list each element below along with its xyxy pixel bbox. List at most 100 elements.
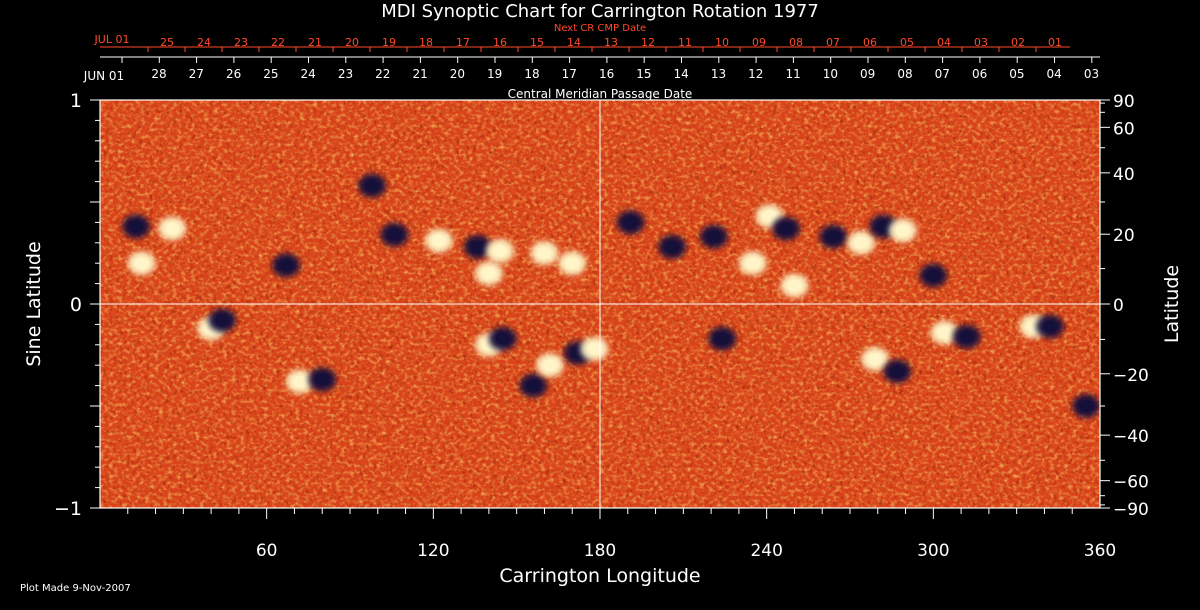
active-region-core-positive <box>431 234 446 247</box>
y-tick-label-right: 20 <box>1113 226 1135 246</box>
active-region-core-negative <box>1079 400 1094 412</box>
next-cr-date-label: 21 <box>308 36 322 49</box>
active-region-core-negative <box>715 332 730 345</box>
cmp-axis-label: Central Meridian Passage Date <box>508 87 693 101</box>
reference-lines <box>100 100 1100 508</box>
cmp-date-label: 24 <box>301 67 316 81</box>
y-tick-label-right: 90 <box>1113 92 1135 112</box>
active-region-core-positive <box>493 244 507 257</box>
cmp-date-label: 25 <box>263 67 278 81</box>
cmp-date-label: 08 <box>897 67 912 81</box>
active-region-core-negative <box>876 220 891 233</box>
active-region-core-positive <box>165 222 180 235</box>
active-region-core-positive <box>293 375 307 388</box>
cmp-date-label: 05 <box>1009 67 1024 81</box>
active-region-core-negative <box>623 216 638 229</box>
longitude-axis: 60 120 180 240 300 360 <box>127 508 1116 561</box>
y-axis-label-left: Sine Latitude <box>23 241 45 366</box>
next-cr-date-label: 07 <box>826 36 840 49</box>
next-cr-date-label: 09 <box>752 36 766 49</box>
plot-made-note: Plot Made 9-Nov-2007 <box>20 583 131 594</box>
cmp-date-label: 19 <box>487 67 502 81</box>
active-region-core-negative <box>826 230 841 243</box>
active-region-core-negative <box>1043 320 1057 333</box>
active-region-core-positive <box>854 236 869 249</box>
cmp-date-label: 28 <box>151 67 166 81</box>
cmp-date-label: 10 <box>823 67 838 81</box>
active-region-core-positive <box>543 359 557 372</box>
next-cr-date-label: 12 <box>641 36 655 49</box>
active-region-core-negative <box>129 220 144 233</box>
cmp-date-label: 20 <box>450 67 465 81</box>
next-cr-date-label: 20 <box>345 36 359 49</box>
sine-latitude-axis: 1 0 −1 <box>54 90 100 520</box>
cmp-date-label: 23 <box>338 67 353 81</box>
next-cr-date-label: 04 <box>937 36 951 49</box>
active-region-core-positive <box>481 267 496 280</box>
active-region-core-positive <box>587 342 602 355</box>
y-tick-label-right: −60 <box>1113 473 1149 493</box>
active-region-core-negative <box>215 314 230 327</box>
next-cr-date-label: 11 <box>678 36 692 49</box>
next-cr-axis-label: Next CR CMP Date <box>554 23 646 34</box>
cmp-date-label: 16 <box>599 67 614 81</box>
next-cr-start-label: JUL 01 <box>94 33 130 46</box>
active-region-core-negative <box>665 240 680 253</box>
next-cr-date-label: 22 <box>271 36 285 49</box>
active-region-core-positive <box>537 247 552 259</box>
cmp-date-label: 27 <box>189 67 204 81</box>
active-region-core-positive <box>895 224 910 237</box>
y-tick-label-right: 60 <box>1113 119 1135 139</box>
next-cr-date-label: 24 <box>197 36 211 49</box>
x-axis-label: Carrington Longitude <box>499 565 700 587</box>
cmp-date-label: 12 <box>748 67 763 81</box>
next-cr-date-label: 05 <box>900 36 914 49</box>
cmp-date-label: 26 <box>226 67 241 81</box>
next-cr-date-label: 13 <box>604 36 618 49</box>
next-cr-date-label: 02 <box>1011 36 1025 49</box>
active-region-core-negative <box>495 332 510 345</box>
cmp-date-label: 22 <box>375 67 390 81</box>
x-tick-label: 300 <box>917 541 949 561</box>
active-region-core-negative <box>279 259 294 272</box>
active-region-core-positive <box>745 257 760 270</box>
active-region-core-negative <box>315 373 330 386</box>
cmp-start-label: JUN 01 <box>83 69 124 83</box>
cmp-date-label: 21 <box>412 67 427 81</box>
active-region-core-negative <box>706 230 721 243</box>
active-regions <box>122 173 1100 418</box>
cmp-date-axis: 28 27 26 25 24 23 22 21 20 19 18 17 16 15 14 13 12 11 10 09… <box>100 56 1100 81</box>
active-region-core-positive <box>565 257 580 270</box>
latitude-axis: 90 60 40 20 0 −20 −40 −60 −90 <box>1100 92 1149 520</box>
cmp-date-label: 13 <box>711 67 726 81</box>
active-region-core-negative <box>890 365 905 378</box>
y-tick-label-left: −1 <box>54 498 82 520</box>
chart-title: MDI Synoptic Chart for Carrington Rotati… <box>381 1 819 22</box>
next-cr-date-label: 06 <box>863 36 877 49</box>
active-region-core-positive <box>762 210 777 223</box>
active-region-core-positive <box>868 353 882 366</box>
next-cr-cmp-axis: 25 24 23 22 21 20 19 18 17 16 15 14 13 12 11 10 09 08 07 06… <box>100 36 1070 52</box>
x-tick-label: 60 <box>256 541 278 561</box>
x-tick-label: 360 <box>1084 541 1116 561</box>
next-cr-date-label: 15 <box>530 36 544 49</box>
next-cr-date-label: 14 <box>567 36 581 49</box>
cmp-date-label: 14 <box>674 67 689 81</box>
next-cr-date-label: 17 <box>456 36 470 49</box>
next-cr-date-label: 16 <box>493 36 507 49</box>
cmp-date-label: 18 <box>524 67 539 81</box>
y-tick-label-right: −20 <box>1113 366 1149 386</box>
y-tick-label-left: 1 <box>70 90 82 112</box>
next-cr-date-label: 01 <box>1048 36 1062 49</box>
next-cr-date-label: 25 <box>160 36 174 49</box>
cmp-date-label: 03 <box>1084 67 1099 81</box>
cmp-date-label: 11 <box>785 67 800 81</box>
active-region-core-negative <box>470 240 485 253</box>
cmp-date-label: 17 <box>562 67 577 81</box>
active-region-core-negative <box>365 179 380 192</box>
next-cr-date-label: 18 <box>419 36 433 49</box>
y-tick-label-right: 0 <box>1113 296 1124 316</box>
cmp-date-label: 04 <box>1047 67 1062 81</box>
y-axis-label-right: Latitude <box>1161 265 1183 343</box>
